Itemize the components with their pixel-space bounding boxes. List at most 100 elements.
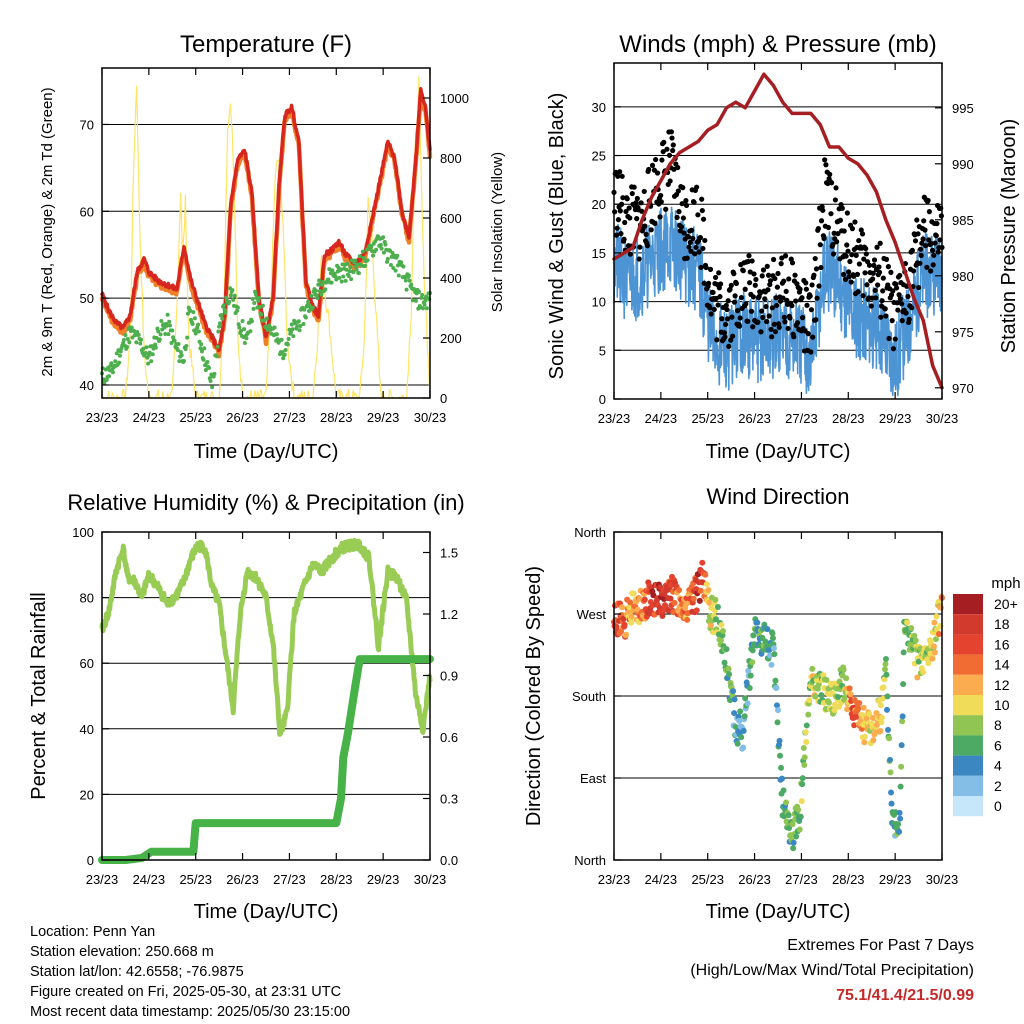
gust-point bbox=[880, 288, 886, 294]
direction-point bbox=[809, 665, 816, 672]
dewpoint-point bbox=[407, 278, 412, 283]
direction-point bbox=[871, 731, 878, 738]
gust-point bbox=[703, 264, 709, 271]
gust-point bbox=[813, 266, 820, 272]
gust-point bbox=[775, 270, 781, 277]
dewpoint-point bbox=[158, 332, 163, 337]
gust-point bbox=[675, 164, 681, 171]
dewpoint-point bbox=[214, 354, 219, 359]
direction-point bbox=[806, 697, 813, 704]
direction-panel: Wind Direction Time (Day/UTC) Direction … bbox=[523, 484, 1021, 923]
dewpoint-point bbox=[334, 277, 339, 282]
direction-point bbox=[618, 628, 625, 635]
gust-point bbox=[921, 218, 927, 224]
gust-point bbox=[668, 129, 675, 135]
dewpoint-point bbox=[288, 330, 293, 335]
direction-point bbox=[931, 649, 938, 656]
dewpoint-point bbox=[285, 342, 290, 347]
direction-point bbox=[904, 619, 911, 626]
gust-point bbox=[830, 251, 837, 257]
dewpoint-point bbox=[309, 293, 314, 298]
pressure-yticks: 970 975 980 985 990 995 bbox=[935, 101, 974, 396]
gust-point bbox=[688, 227, 695, 233]
station-info: Location: Penn Yan Station elevation: 25… bbox=[30, 922, 350, 1022]
gust-point bbox=[923, 243, 929, 249]
gust-point bbox=[729, 314, 735, 320]
direction-point bbox=[911, 632, 918, 639]
dewpoint-point bbox=[121, 337, 126, 342]
dewpoint-point bbox=[256, 295, 261, 300]
gust-point bbox=[917, 260, 923, 266]
gust-point bbox=[835, 231, 841, 237]
dewpoint-point bbox=[413, 298, 418, 303]
gust-point bbox=[794, 320, 801, 326]
gust-point bbox=[808, 307, 815, 313]
direction-point bbox=[812, 693, 819, 700]
gust-point bbox=[833, 185, 839, 191]
direction-point bbox=[630, 590, 637, 597]
direction-point bbox=[762, 638, 769, 645]
legend-swatch bbox=[953, 614, 983, 635]
direction-point bbox=[741, 713, 748, 720]
dewpoint-point bbox=[132, 328, 137, 333]
gust-point bbox=[692, 251, 698, 257]
gust-point bbox=[873, 295, 879, 301]
gust-point bbox=[805, 331, 811, 337]
temperature-xlabel: Time (Day/UTC) bbox=[194, 441, 339, 463]
dewpoint-point bbox=[338, 267, 343, 272]
direction-point bbox=[699, 559, 706, 566]
gust-point bbox=[747, 280, 753, 286]
dewpoint-point bbox=[279, 337, 284, 342]
y-right-tick-label: 0 bbox=[440, 391, 447, 406]
direction-point bbox=[877, 702, 884, 709]
dewpoint-point bbox=[232, 293, 237, 298]
y-tick-label: 0 bbox=[87, 853, 94, 868]
direction-point bbox=[935, 631, 942, 638]
legend-label: 16 bbox=[994, 636, 1010, 652]
direction-point bbox=[620, 615, 627, 622]
gust-point bbox=[917, 246, 924, 252]
direction-point bbox=[775, 707, 781, 714]
gust-point bbox=[781, 278, 787, 284]
direction-point bbox=[619, 604, 626, 611]
dewpoint-point bbox=[370, 253, 375, 258]
direction-point bbox=[712, 596, 719, 603]
dewpoint-point bbox=[171, 335, 176, 340]
direction-point bbox=[818, 692, 825, 699]
legend-label: 4 bbox=[994, 758, 1002, 774]
gust-point bbox=[854, 271, 861, 277]
gust-point bbox=[663, 206, 669, 212]
y-tick-label: 60 bbox=[80, 656, 94, 671]
dewpoint-point bbox=[228, 293, 233, 298]
direction-point bbox=[778, 764, 785, 771]
direction-point bbox=[786, 824, 793, 831]
direction-point bbox=[703, 581, 710, 588]
gust-point bbox=[702, 237, 708, 244]
gust-point bbox=[785, 325, 791, 332]
direction-point bbox=[869, 714, 876, 721]
dewpoint-point bbox=[206, 365, 211, 370]
gust-point bbox=[791, 334, 797, 340]
gust-point bbox=[882, 306, 888, 312]
direction-point bbox=[719, 628, 726, 635]
direction-point bbox=[750, 632, 757, 639]
dewpoint-point bbox=[353, 258, 358, 263]
gust-point bbox=[841, 271, 847, 278]
x-tick-label: 23/23 bbox=[86, 410, 119, 425]
dewpoint-point bbox=[167, 319, 172, 324]
direction-point bbox=[900, 649, 907, 656]
gust-point bbox=[920, 236, 926, 242]
dewpoint-point bbox=[374, 247, 379, 252]
gust-point bbox=[626, 205, 632, 211]
direction-point bbox=[805, 711, 812, 718]
gust-point bbox=[724, 306, 730, 313]
gust-point bbox=[870, 270, 876, 276]
direction-point bbox=[897, 815, 904, 822]
gust-point bbox=[641, 188, 647, 195]
dewpoint-point bbox=[381, 250, 386, 255]
gust-point bbox=[869, 295, 875, 301]
gust-point bbox=[930, 262, 936, 268]
rain-series-line bbox=[98, 655, 434, 864]
dewpoint-point bbox=[248, 329, 253, 334]
gust-point bbox=[657, 214, 663, 220]
